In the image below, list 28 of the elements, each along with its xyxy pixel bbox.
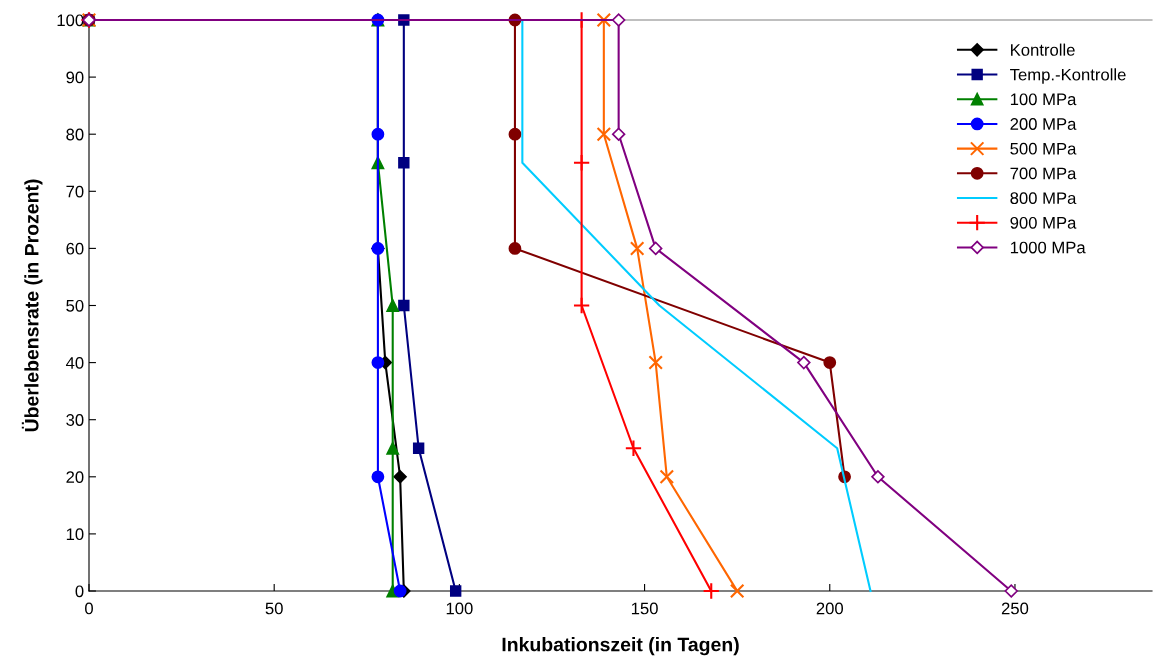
legend-label: Kontrolle bbox=[1011, 43, 1075, 56]
y-tick-label: 20 bbox=[66, 471, 84, 483]
legend-label: 1000 MPa bbox=[1010, 241, 1086, 254]
y-tick-label: 90 bbox=[66, 71, 84, 84]
y-tick-label: 100 bbox=[57, 14, 84, 27]
y-tick-label: 40 bbox=[65, 357, 84, 369]
y-axis-title: Überlebensrate (in Prozent) bbox=[21, 179, 43, 432]
legend-label: 200 MPa bbox=[1010, 118, 1077, 130]
x-tick-label: 250 bbox=[1001, 602, 1029, 615]
legend-label: 900 MPa bbox=[1010, 216, 1077, 229]
x-tick-label: 50 bbox=[265, 602, 283, 615]
legend-label: 500 MPa bbox=[1010, 142, 1077, 155]
legend-label: Temp.-Kontrolle bbox=[1010, 68, 1126, 84]
x-tick-label: 0 bbox=[85, 602, 93, 615]
y-tick-label: 70 bbox=[66, 185, 84, 198]
y-tick-label: 50 bbox=[66, 299, 84, 312]
y-tick-label: 0 bbox=[75, 585, 84, 598]
legend-label: 800 MPa bbox=[1010, 192, 1077, 205]
legend-label: 100 MPa bbox=[1010, 93, 1077, 106]
y-tick-label: 10 bbox=[66, 528, 84, 541]
x-tick-label: 100 bbox=[446, 602, 473, 615]
y-tick-label: 30 bbox=[66, 414, 84, 426]
legend-label: 700 MPa bbox=[1010, 167, 1077, 180]
x-tick-label: 200 bbox=[816, 602, 844, 615]
y-tick-label: 60 bbox=[66, 242, 84, 255]
x-axis-title: Inkubationszeit (in Tagen) bbox=[502, 637, 739, 656]
y-tick-label: 80 bbox=[66, 128, 84, 141]
x-tick-label: 150 bbox=[631, 602, 658, 615]
